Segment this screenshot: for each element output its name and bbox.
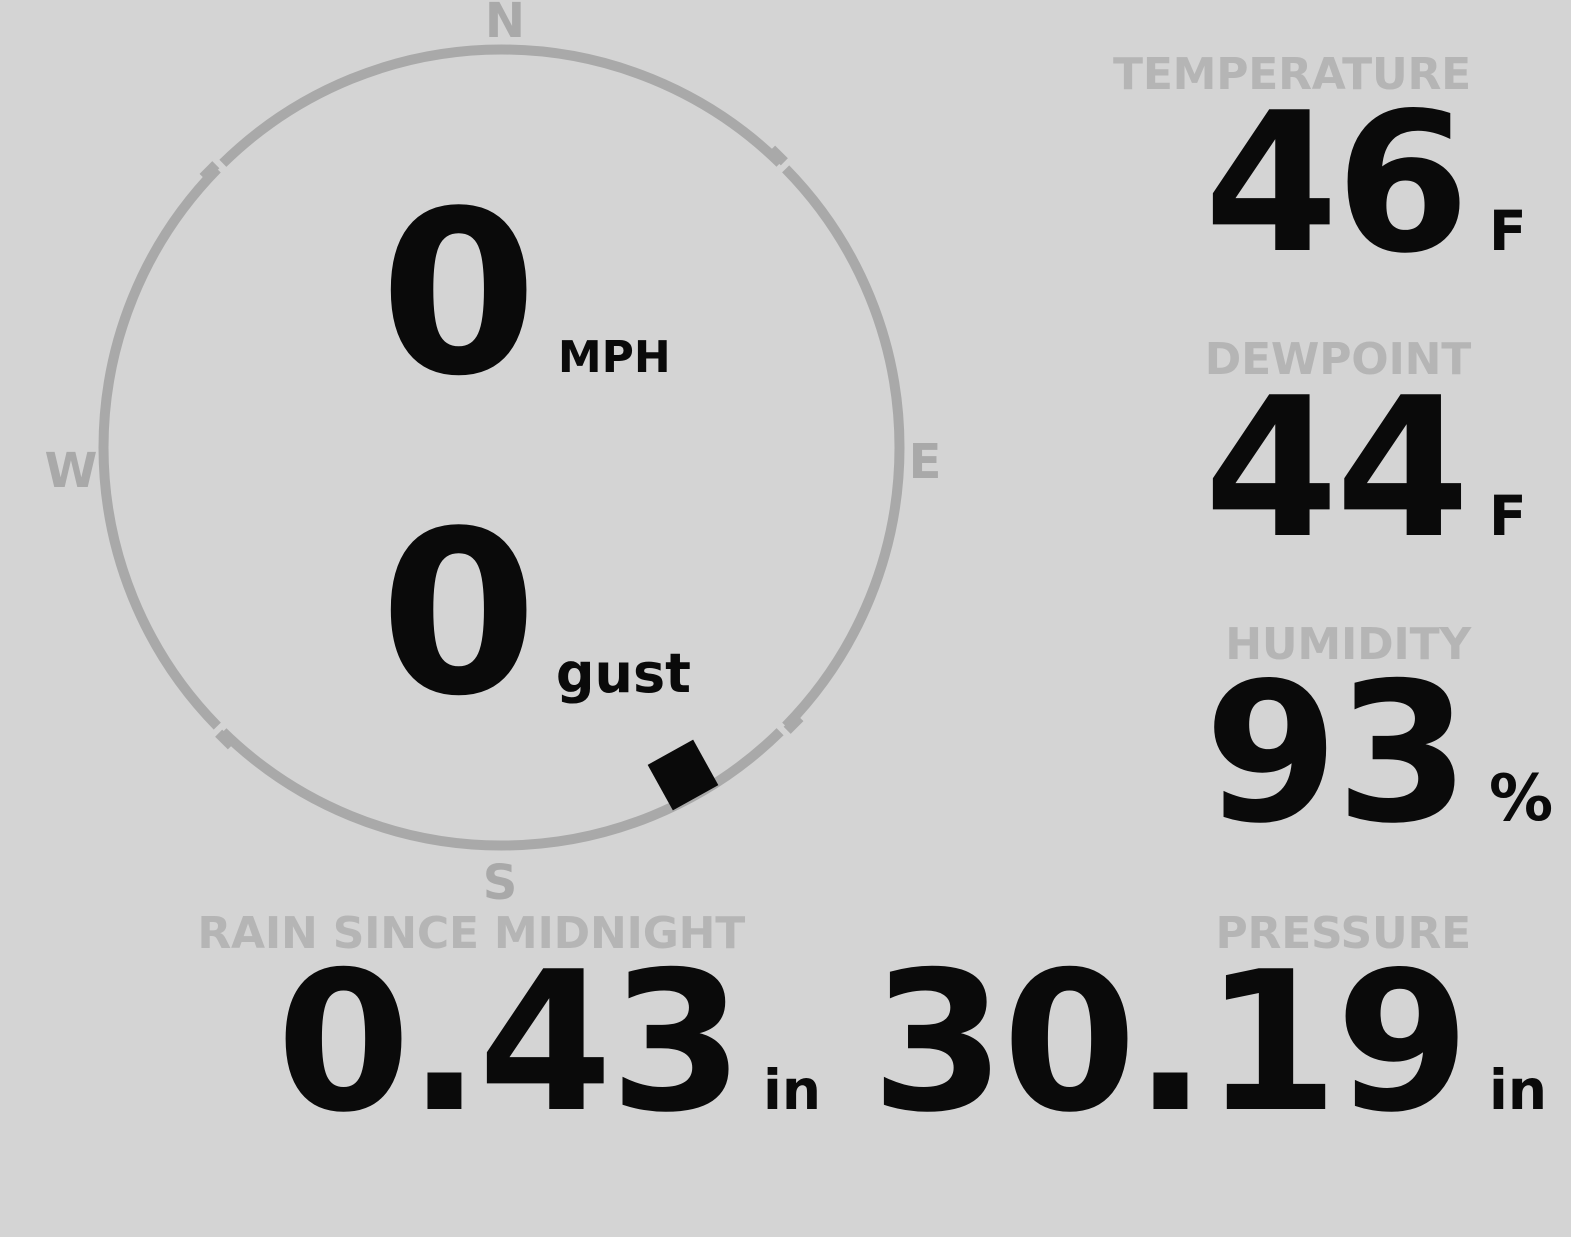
temperature-panel: TEMPERATURE 46 F	[1000, 53, 1571, 303]
rain-panel: RAIN SINCE MIDNIGHT 0.43 in	[0, 912, 845, 1162]
dewpoint-unit: F	[1489, 484, 1527, 548]
compass-tick-sw	[215, 729, 235, 750]
dewpoint-value: 44	[1204, 356, 1470, 581]
wind-gust-value: 0	[380, 483, 537, 746]
rain-label: RAIN SINCE MIDNIGHT	[197, 908, 745, 959]
temperature-reading: 46 F	[1000, 87, 1571, 280]
wind-speed-value: 0	[380, 163, 537, 426]
compass-ring	[98, 44, 905, 851]
pressure-unit: in	[1489, 1058, 1548, 1122]
cardinal-east-label: E	[908, 434, 942, 490]
pressure-label: PRESSURE	[1215, 908, 1472, 959]
wind-speed-unit: MPH	[557, 332, 671, 383]
temperature-label: TEMPERATURE	[1113, 49, 1471, 100]
rain-unit: in	[763, 1058, 822, 1122]
pressure-panel: PRESSURE 30.19 in	[871, 908, 1571, 1162]
wind-gust: 0 gust	[380, 502, 691, 728]
temperature-unit: F	[1489, 199, 1527, 263]
cardinal-west-label: W	[44, 443, 98, 499]
humidity-value: 93	[1204, 641, 1470, 866]
rain-value: 0.43	[276, 930, 744, 1155]
pressure-value: 30.19	[870, 930, 1470, 1155]
compass-circle	[98, 44, 905, 851]
compass-tick-nw	[199, 161, 220, 181]
humidity-unit: %	[1489, 762, 1554, 836]
dewpoint-panel: DEWPOINT 44 F	[1000, 338, 1571, 588]
dewpoint-reading: 44 F	[1000, 372, 1571, 565]
humidity-label: HUMIDITY	[1225, 619, 1471, 670]
temperature-value: 46	[1204, 71, 1470, 296]
humidity-panel: HUMIDITY 93 %	[1000, 623, 1571, 873]
cardinal-north-label: N	[484, 0, 526, 49]
compass-tick-ne	[768, 145, 788, 166]
compass-tick-se	[783, 714, 804, 734]
wind-gust-unit: gust	[555, 642, 691, 705]
wind-speed: 0 MPH	[380, 182, 671, 408]
wind-compass: N E S W 0 MPH 0 gust	[0, 0, 1000, 920]
rain-reading: 0.43 in	[0, 946, 845, 1139]
pressure-reading: 30.19 in	[871, 946, 1571, 1139]
humidity-reading: 93 %	[1000, 657, 1571, 850]
cardinal-south-label: S	[482, 855, 518, 911]
dewpoint-label: DEWPOINT	[1204, 334, 1471, 385]
